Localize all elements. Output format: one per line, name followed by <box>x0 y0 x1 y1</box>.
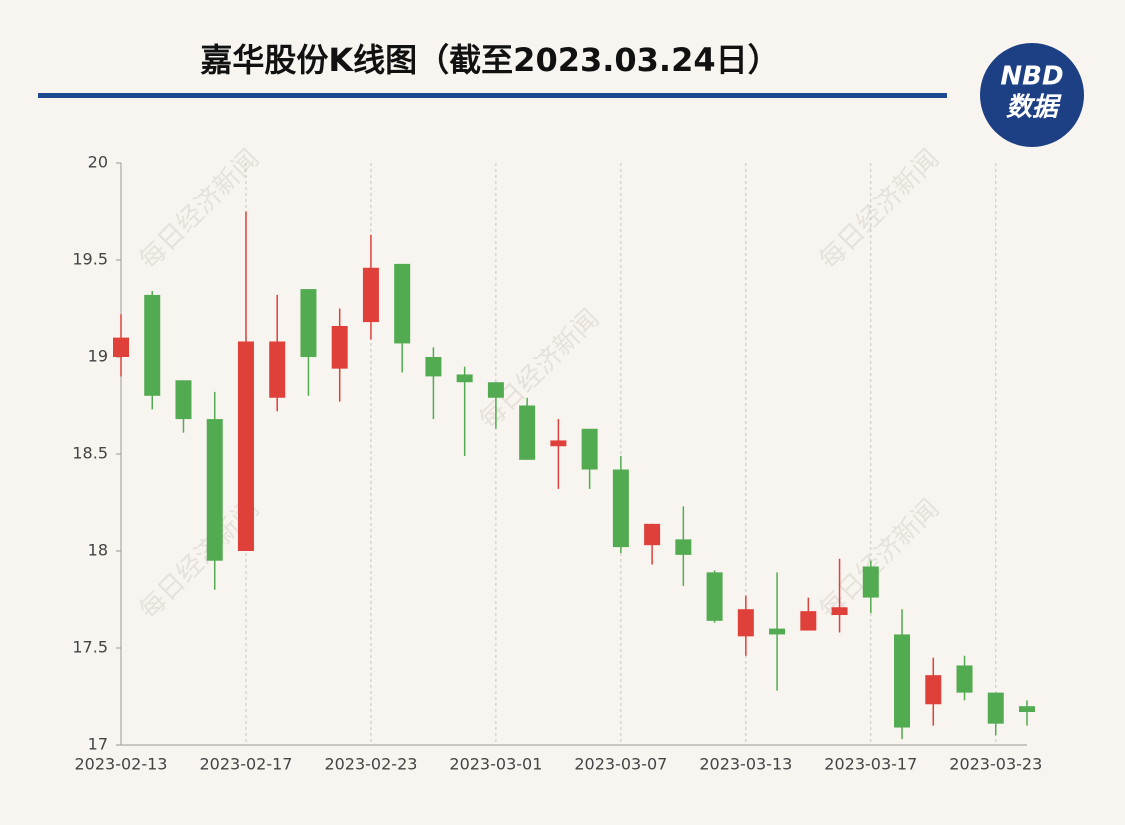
logo-bottom: 数据 <box>1006 93 1062 123</box>
plot: 17 17.5 18 18.5 19 19.5 20 2023-02-13 2023-02-17… <box>72 153 1042 774</box>
candle-body <box>206 419 223 561</box>
candle-body <box>612 469 629 548</box>
logo-top: NBD <box>1000 62 1063 92</box>
x-tick-label: 2023-03-01 <box>449 755 542 774</box>
candle-body <box>519 405 536 460</box>
candle-body <box>644 523 661 546</box>
candle-body <box>737 609 754 637</box>
x-tick-label: 2023-02-13 <box>75 755 168 774</box>
chart-title: 嘉华股份K线图（截至2023.03.24日） <box>200 41 779 79</box>
candle-body <box>581 428 598 470</box>
candle-body <box>956 665 973 693</box>
candle-body <box>831 607 848 616</box>
x-tick-label: 2023-03-23 <box>949 755 1042 774</box>
candle-body <box>394 263 411 344</box>
logo <box>980 43 1084 147</box>
candle-body <box>237 341 254 551</box>
y-tick-label: 18 <box>88 541 108 560</box>
y-tick-label: 17 <box>88 735 108 754</box>
candle-body <box>862 566 879 598</box>
candle-body <box>144 294 161 396</box>
candle-body <box>706 572 723 621</box>
x-tick-label: 2023-03-07 <box>574 755 667 774</box>
candle-body <box>175 380 192 420</box>
y-tick-label: 20 <box>88 153 108 172</box>
candle-body <box>769 628 786 635</box>
candle-body <box>269 341 286 398</box>
candle-body <box>675 539 692 555</box>
x-tick-label: 2023-03-13 <box>699 755 792 774</box>
candle-body <box>456 374 473 383</box>
y-tick-label: 17.5 <box>72 638 108 657</box>
y-tick-label: 18.5 <box>72 444 108 463</box>
y-tick-label: 19 <box>88 347 108 366</box>
candle-body <box>300 289 317 357</box>
candle-body <box>487 382 504 398</box>
candle-body <box>550 440 567 447</box>
x-tick-label: 2023-02-23 <box>324 755 417 774</box>
y-tick-label: 19.5 <box>72 250 108 269</box>
candle-body <box>925 675 942 705</box>
candle-body <box>800 611 817 631</box>
candle-body <box>113 337 129 357</box>
candle-body <box>362 267 379 323</box>
candle-body <box>331 325 348 369</box>
x-tick-label: 2023-03-17 <box>824 755 917 774</box>
candle-body <box>894 634 911 728</box>
x-tick-label: 2023-02-17 <box>199 755 292 774</box>
candle-body <box>1019 706 1035 713</box>
candle-body <box>425 357 442 377</box>
title-rule <box>38 93 947 98</box>
candle-body <box>987 692 1004 724</box>
